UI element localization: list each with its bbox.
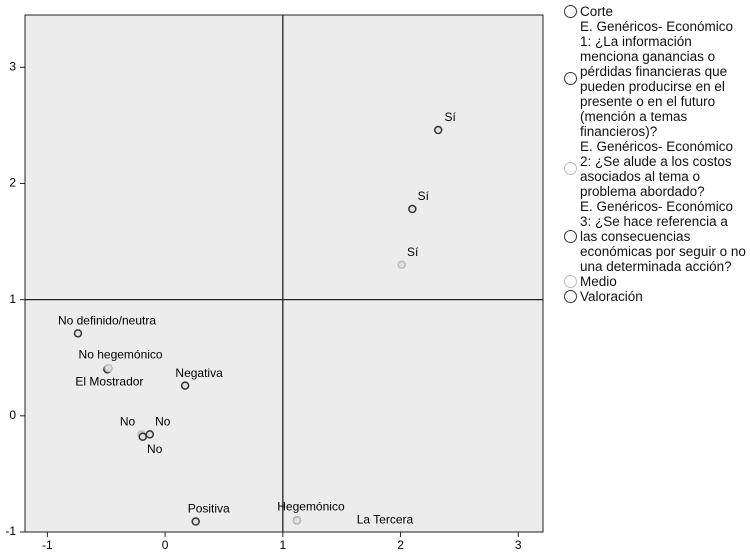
x-tick-label: 0 <box>162 538 169 552</box>
y-tick-label: 0 <box>9 408 16 422</box>
y-tick-label: 3 <box>9 59 16 73</box>
x-tick-label: 3 <box>515 538 522 552</box>
legend-label: E. Genéricos- Económico 2: ¿Se alude a l… <box>580 139 734 199</box>
legend-marker <box>564 274 577 288</box>
point <box>138 432 147 441</box>
point-label: Sí <box>407 245 419 259</box>
legend-marker <box>564 72 577 85</box>
y-tick-label: -1 <box>5 524 16 538</box>
legend-item: E. Genéricos- Económico 3: ¿Se hace refe… <box>563 199 748 274</box>
legend-label: E. Genéricos- Económico 3: ¿Se hace refe… <box>580 199 746 274</box>
legend-label: E. Genéricos- Económico 1: ¿La informaci… <box>580 19 734 139</box>
legend-label: Medio <box>580 274 617 289</box>
x-tick-label: 2 <box>397 538 404 552</box>
y-tick-label: 1 <box>9 292 16 306</box>
point-label: Sí <box>445 110 457 124</box>
point <box>397 260 406 270</box>
x-tick-label: -1 <box>42 538 53 552</box>
point <box>433 125 443 135</box>
legend-label: Corte <box>580 4 614 19</box>
point-label: No <box>120 415 136 429</box>
legend-marker <box>564 162 577 175</box>
point-label: Hegemónico <box>277 500 345 514</box>
legend: Corte E. Genéricos- Económico 1: ¿La info… <box>563 4 748 304</box>
legend-item: E. Genéricos- Económico 2: ¿Se alude a l… <box>563 139 748 199</box>
point <box>180 381 190 390</box>
legend-item: Medio <box>563 274 748 289</box>
point-label: Positiva <box>188 502 230 516</box>
y-tick-label: 2 <box>9 176 16 190</box>
legend-label: Valoración <box>580 289 643 304</box>
point-label: No <box>147 442 163 456</box>
legend-marker <box>564 4 577 18</box>
point <box>145 430 155 439</box>
point <box>292 516 302 525</box>
plot-area <box>24 14 544 533</box>
legend-item: E. Genéricos- Económico 1: ¿La informaci… <box>563 19 748 139</box>
point <box>191 517 200 526</box>
point <box>73 329 83 338</box>
legend-item: Corte <box>563 4 748 19</box>
point-label: No <box>155 415 171 429</box>
x-tick-label: 1 <box>279 538 286 552</box>
point-label: No definido/neutra <box>58 314 156 328</box>
point <box>408 204 417 214</box>
point-label: Negativa <box>175 366 223 380</box>
legend-marker <box>564 289 577 303</box>
point <box>104 363 113 373</box>
point-label: Sí <box>418 189 430 203</box>
legend-marker <box>564 229 577 243</box>
chart: -1 0 1 2 3 -1 0 1 2 3 El Mostrador La Tercera Sí No Sí… <box>5 14 544 552</box>
legend-item: Valoración <box>563 289 748 304</box>
point-label: La Tercera <box>357 513 414 527</box>
point-label: El Mostrador <box>75 375 143 389</box>
point-label: No hegemónico <box>79 347 163 361</box>
